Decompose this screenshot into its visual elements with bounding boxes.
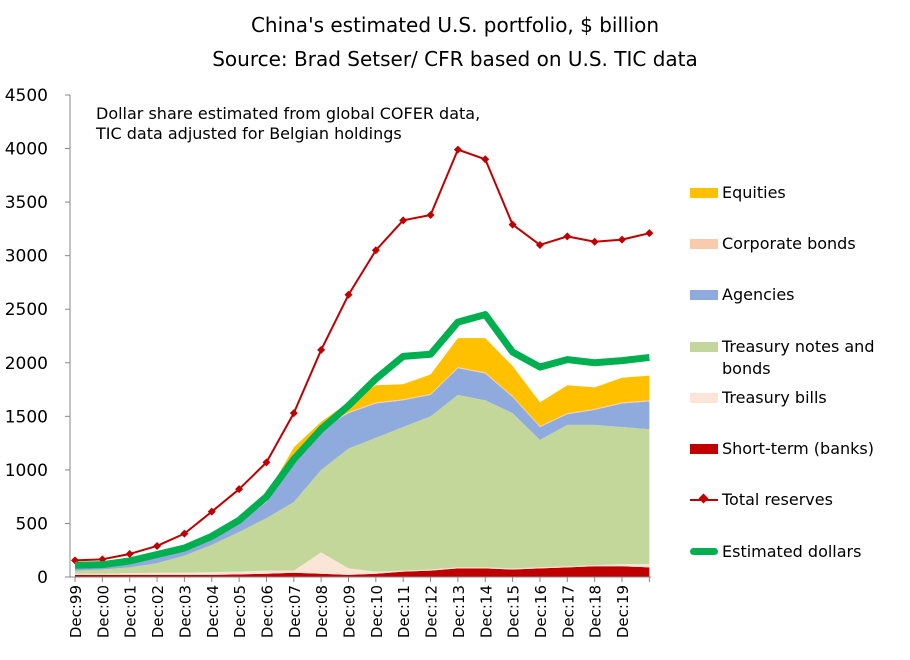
legend-label: Agencies: [722, 285, 795, 304]
area: [75, 368, 650, 571]
x-tick-label: Dec:16: [532, 585, 550, 638]
x-tick-label: Dec:18: [587, 585, 605, 638]
legend-swatch: [690, 290, 718, 300]
x-tick-label: Dec:99: [67, 585, 85, 638]
marker: [399, 216, 408, 225]
x-tick-label: Dec:02: [149, 585, 167, 638]
marker: [262, 458, 271, 467]
y-tick-label: 0: [37, 568, 48, 588]
y-tick-label: 1500: [5, 407, 48, 427]
legend-label: Estimated dollars: [722, 542, 862, 561]
marker: [235, 485, 244, 494]
legend-swatch: [690, 548, 718, 555]
x-tick-label: Dec:19: [614, 585, 632, 638]
legend-label: Corporate bonds: [722, 234, 856, 253]
chart-subtitle: Source: Brad Setser/ CFR based on U.S. T…: [212, 47, 698, 71]
marker: [535, 240, 544, 249]
line: [74, 148, 650, 562]
legend-label: Short-term (banks): [722, 439, 874, 458]
x-tick-label: Dec:06: [258, 585, 276, 638]
y-tick-label: 2000: [5, 354, 48, 374]
legend-swatch: [690, 342, 718, 352]
legend-label: Treasury bills: [722, 388, 827, 407]
legend-label: Equities: [722, 183, 786, 202]
y-tick-label: 3000: [5, 247, 48, 267]
x-tick-label: Dec:04: [204, 585, 222, 638]
legend-label: Treasury notes and bonds: [722, 337, 875, 378]
x-tick-label: Dec:17: [559, 585, 577, 638]
marker: [344, 290, 353, 299]
marker: [289, 409, 298, 418]
marker: [590, 237, 599, 246]
marker: [153, 541, 162, 550]
x-tick-label: Dec:12: [423, 585, 441, 638]
x-tick-label: Dec:08: [313, 585, 331, 638]
y-tick-label: 2500: [5, 300, 48, 320]
area: [75, 552, 650, 575]
x-tick-label: Dec:11: [395, 585, 413, 638]
y-tick-label: 4000: [5, 140, 48, 160]
legend-label: Total reserves: [722, 490, 833, 509]
area: [75, 394, 650, 574]
x-tick-label: Dec:03: [176, 585, 194, 638]
marker: [563, 232, 572, 241]
marker: [180, 529, 189, 538]
x-tick-label: Dec:10: [368, 585, 386, 638]
marker: [125, 549, 134, 558]
x-tick-label: Dec:13: [450, 585, 468, 638]
x-tick-label: Dec:15: [505, 585, 523, 638]
chart-title: China's estimated U.S. portfolio, $ bill…: [251, 13, 659, 37]
legend-swatch: [690, 444, 718, 454]
y-tick-label: 4500: [5, 86, 48, 106]
legend-swatch: [690, 493, 718, 504]
marker: [618, 235, 626, 244]
y-tick-label: 3500: [5, 193, 48, 213]
legend-swatch: [690, 393, 718, 403]
x-tick-label: Dec:01: [122, 585, 140, 638]
marker: [317, 345, 326, 354]
marker: [371, 246, 380, 255]
legend-swatch: [690, 188, 718, 198]
marker: [645, 229, 654, 238]
y-tick-label: 1000: [5, 461, 48, 481]
annotation: Dollar share estimated from global COFER…: [96, 104, 481, 143]
marker: [426, 210, 435, 219]
legend-swatch: [690, 239, 718, 249]
marker: [508, 220, 517, 229]
y-tick-label: 500: [16, 514, 48, 534]
x-tick-label: Dec:00: [94, 585, 112, 638]
x-tick-label: Dec:05: [231, 585, 249, 638]
area: [75, 566, 650, 577]
x-tick-label: Dec:07: [286, 585, 304, 638]
line: [74, 311, 650, 569]
marker: [453, 145, 462, 154]
marker: [481, 155, 490, 164]
x-tick-label: Dec:09: [341, 585, 359, 638]
marker: [207, 507, 216, 516]
x-tick-label: Dec:14: [477, 585, 495, 638]
